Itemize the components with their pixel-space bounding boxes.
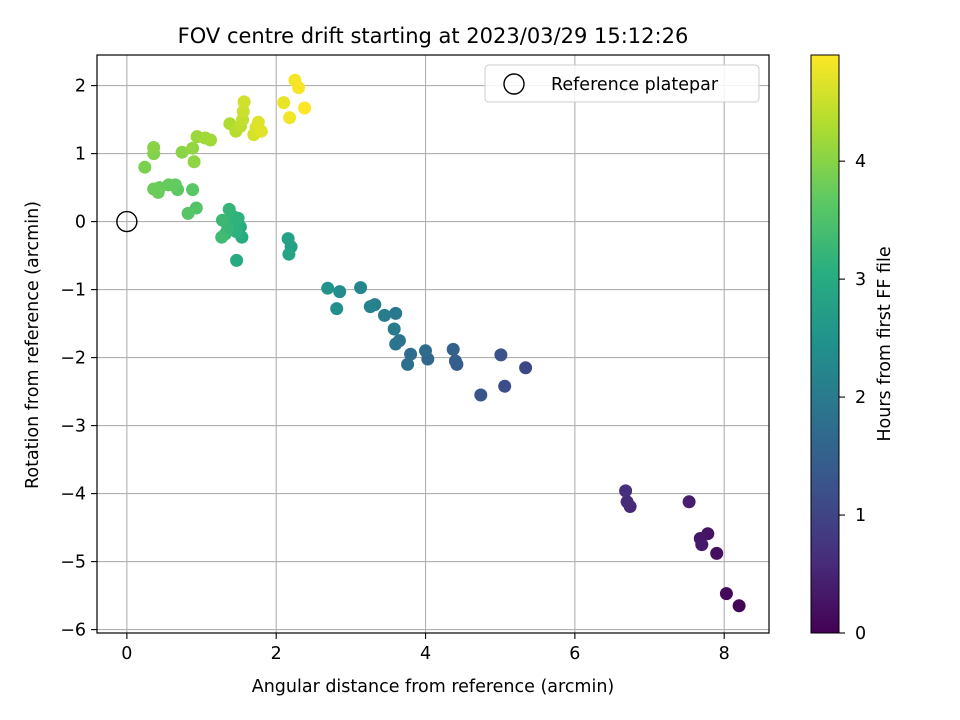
data-point — [186, 141, 200, 155]
data-point — [387, 322, 401, 336]
y-tick-label: −2 — [60, 349, 86, 369]
axis-ticks: 0 2 4 6 8 −6 −5 −4 −3 −2 −1 0 1 2 — [60, 77, 730, 664]
data-point — [215, 230, 229, 244]
data-points — [116, 73, 746, 613]
data-point — [695, 538, 709, 552]
data-point — [620, 495, 634, 509]
x-tick-label: 4 — [420, 644, 431, 664]
data-point — [282, 247, 296, 261]
chart-title: FOV centre drift starting at 2023/03/29 … — [178, 24, 689, 48]
reference-platepar-marker — [116, 210, 138, 233]
y-tick-label: −5 — [60, 553, 86, 573]
y-tick-label: 0 — [75, 213, 86, 233]
data-point — [389, 306, 403, 320]
data-point — [498, 379, 512, 393]
data-point — [222, 202, 236, 216]
x-tick-label: 0 — [121, 644, 132, 664]
colorbar-tick-label: 0 — [855, 624, 866, 644]
colorbar-label: Hours from first FF file — [875, 246, 895, 441]
y-tick-label: −4 — [60, 485, 86, 505]
data-point — [401, 357, 415, 371]
x-axis-label: Angular distance from reference (arcmin) — [252, 677, 615, 697]
data-point — [277, 96, 291, 110]
data-point — [389, 337, 403, 351]
data-point — [448, 354, 462, 368]
plot-frame — [96, 54, 770, 634]
data-point — [215, 213, 229, 227]
data-point — [732, 599, 746, 613]
data-point — [175, 145, 189, 159]
data-point — [321, 281, 335, 295]
y-tick-label: −6 — [60, 621, 86, 641]
data-point — [186, 183, 200, 197]
colorbar-ticks: 0 1 2 3 4 — [839, 152, 866, 644]
y-tick-label: 1 — [75, 145, 86, 165]
x-tick-label: 8 — [719, 644, 730, 664]
data-point — [187, 155, 201, 169]
data-point — [419, 344, 432, 358]
data-point — [281, 232, 295, 246]
y-tick-label: −1 — [60, 281, 86, 301]
data-point — [254, 124, 268, 138]
data-point — [138, 160, 152, 174]
data-point — [378, 308, 391, 322]
colorbar: 0 1 2 3 4 Hours from first FF file — [810, 54, 895, 644]
y-tick-label: 2 — [75, 77, 86, 97]
data-point — [363, 300, 377, 314]
data-point — [204, 133, 217, 147]
legend: Reference platepar — [484, 64, 760, 103]
data-point — [236, 104, 250, 118]
colorbar-tick-label: 1 — [855, 506, 866, 526]
data-point — [404, 347, 418, 361]
legend-reference-marker — [503, 73, 525, 95]
data-point — [719, 587, 733, 601]
legend-entry-reference-platepar: Reference platepar — [551, 75, 719, 95]
data-point — [147, 182, 161, 196]
data-point — [283, 111, 297, 125]
data-point — [710, 546, 724, 560]
data-point — [330, 302, 344, 316]
data-point — [474, 388, 488, 402]
legend-box — [484, 64, 760, 103]
data-point — [237, 95, 251, 109]
data-point — [230, 253, 244, 267]
data-point — [181, 206, 195, 220]
colorbar-tick-label: 4 — [855, 152, 866, 172]
colorbar-gradient — [811, 55, 839, 633]
y-tick-label: −3 — [60, 417, 86, 437]
data-point — [147, 141, 161, 154]
colorbar-frame — [810, 54, 840, 634]
y-axis-label: Rotation from reference (arcmin) — [23, 201, 43, 489]
data-point — [446, 342, 460, 356]
x-tick-label: 2 — [271, 644, 282, 664]
colorbar-tick-label: 3 — [855, 270, 866, 290]
x-tick-label: 6 — [569, 644, 580, 664]
data-point — [519, 361, 533, 375]
data-point — [354, 281, 368, 295]
data-point — [298, 101, 312, 115]
data-point — [682, 495, 696, 509]
colorbar-tick-label: 2 — [855, 388, 866, 408]
data-point — [333, 285, 347, 299]
data-point — [292, 81, 306, 95]
data-point — [494, 348, 508, 362]
data-point — [619, 484, 633, 498]
